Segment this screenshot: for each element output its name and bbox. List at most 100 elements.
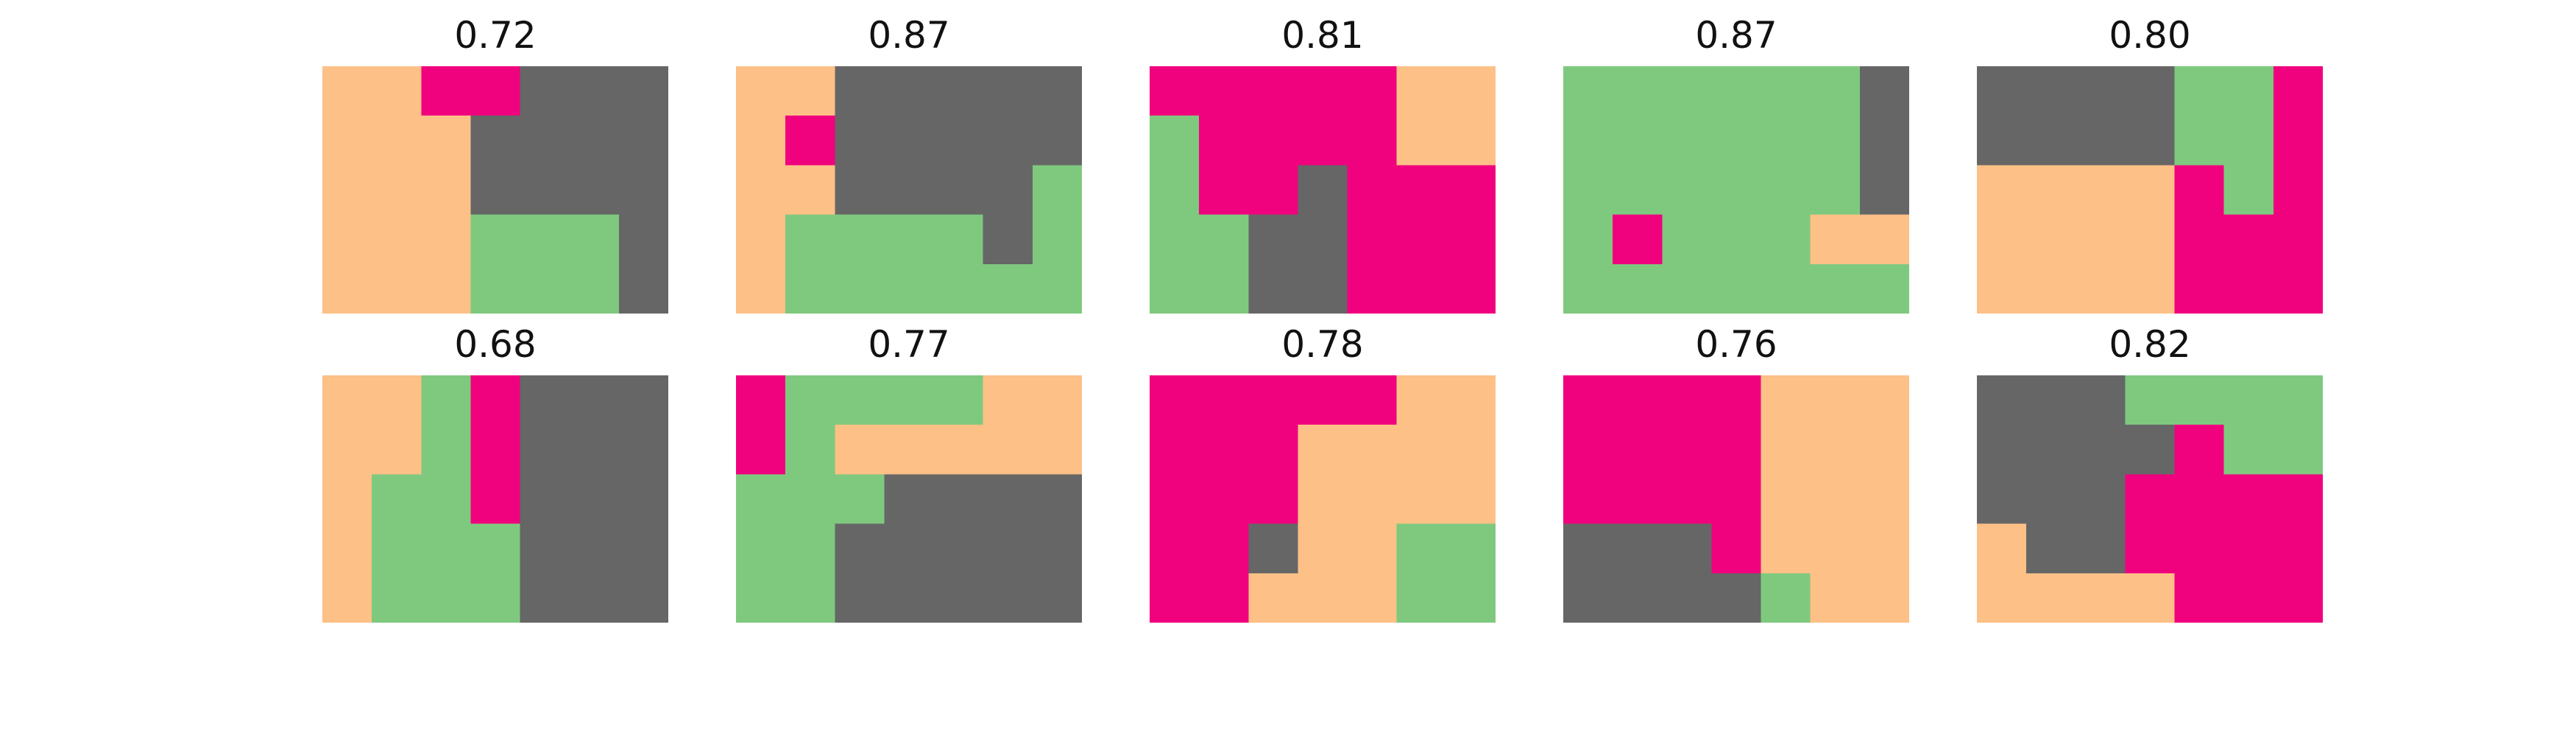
grid-cell — [736, 263, 786, 314]
grid-cell — [2223, 165, 2274, 216]
grid-cell — [2174, 573, 2225, 623]
grid-cell — [1248, 165, 1299, 216]
grid-cell — [1150, 375, 1200, 425]
grid-cell — [1711, 263, 1762, 314]
grid-cell — [736, 214, 786, 265]
grid-cell — [618, 425, 668, 475]
grid-cell — [785, 425, 835, 475]
grid-cell — [736, 573, 786, 623]
grid-cell — [1613, 66, 1663, 116]
grid-cell — [2125, 375, 2176, 425]
grid-cell — [618, 523, 668, 574]
grid-cell — [1761, 66, 1811, 116]
grid-cell — [1298, 165, 1348, 216]
grid-cell — [835, 214, 885, 265]
grid-cell — [884, 375, 935, 425]
grid-cell — [618, 66, 668, 116]
grid-cell — [1662, 66, 1713, 116]
grid-cell — [736, 523, 786, 574]
grid-cell — [569, 425, 620, 475]
grid-cell — [2125, 523, 2176, 574]
grid-cell — [933, 523, 984, 574]
grid-cell — [1199, 263, 1249, 314]
grid-cell — [884, 165, 935, 216]
grid-cell — [1150, 165, 1200, 216]
grid-cell — [1761, 375, 1811, 425]
color-grid — [1150, 375, 1496, 623]
panel-10: 0.82 — [1977, 323, 2323, 623]
grid-cell — [2076, 263, 2126, 314]
grid-cell — [1711, 116, 1762, 166]
grid-cell — [421, 214, 472, 265]
grid-cell — [933, 214, 984, 265]
grid-cell — [520, 214, 570, 265]
grid-cell — [884, 66, 935, 116]
grid-cell — [2125, 425, 2176, 475]
panel-9: 0.76 — [1563, 323, 1909, 623]
grid-cell — [1298, 425, 1348, 475]
panel-title: 0.72 — [454, 14, 537, 57]
grid-cell — [520, 165, 570, 216]
grid-cell — [2273, 263, 2323, 314]
grid-cell — [1810, 523, 1861, 574]
grid-cell — [1563, 66, 1613, 116]
grid-cell — [1662, 375, 1713, 425]
grid-cell — [884, 425, 935, 475]
grid-cell — [372, 425, 422, 475]
grid-cell — [421, 116, 472, 166]
grid-cell — [1810, 214, 1861, 265]
grid-cell — [1810, 263, 1861, 314]
grid-cell — [1563, 573, 1613, 623]
grid-cell — [520, 375, 570, 425]
grid-cell — [1810, 116, 1861, 166]
grid-cell — [1613, 165, 1663, 216]
grid-cell — [322, 474, 372, 525]
grid-cell — [2026, 573, 2076, 623]
color-grid — [1563, 66, 1909, 314]
grid-cell — [372, 66, 422, 116]
grid-cell — [2223, 214, 2274, 265]
grid-cell — [2076, 214, 2126, 265]
grid-cell — [1810, 425, 1861, 475]
grid-cell — [2076, 116, 2126, 166]
grid-cell — [785, 523, 835, 574]
grid-cell — [1711, 165, 1762, 216]
grid-cell — [1396, 474, 1447, 525]
grid-cell — [1298, 573, 1348, 623]
grid-cell — [2273, 474, 2323, 525]
grid-cell — [1662, 573, 1713, 623]
grid-cell — [1761, 573, 1811, 623]
grid-cell — [2223, 523, 2274, 574]
grid-cell — [1150, 573, 1200, 623]
grid-cell — [1711, 573, 1762, 623]
grid-cell — [520, 474, 570, 525]
grid-cell — [983, 375, 1033, 425]
grid-cell — [2174, 116, 2225, 166]
grid-cell — [1150, 263, 1200, 314]
grid-cell — [1347, 474, 1398, 525]
grid-cell — [470, 263, 521, 314]
grid-cell — [470, 66, 521, 116]
grid-cell — [1150, 474, 1200, 525]
grid-cell — [2223, 573, 2274, 623]
grid-cell — [1859, 523, 1909, 574]
panel-7: 0.77 — [736, 323, 1082, 623]
grid-cell — [1613, 523, 1663, 574]
grid-cell — [618, 375, 668, 425]
grid-cell — [1711, 523, 1762, 574]
grid-cell — [2223, 425, 2274, 475]
grid-cell — [421, 375, 472, 425]
grid-cell — [2026, 165, 2076, 216]
grid-cell — [520, 263, 570, 314]
grid-cell — [520, 523, 570, 574]
panel-2: 0.87 — [736, 14, 1082, 314]
grid-cell — [1859, 573, 1909, 623]
grid-cell — [835, 375, 885, 425]
grid-cell — [1810, 474, 1861, 525]
grid-cell — [1347, 573, 1398, 623]
grid-cell — [322, 425, 372, 475]
grid-cell — [1977, 375, 2027, 425]
grid-cell — [983, 66, 1033, 116]
grid-cell — [1199, 573, 1249, 623]
grid-cell — [618, 263, 668, 314]
